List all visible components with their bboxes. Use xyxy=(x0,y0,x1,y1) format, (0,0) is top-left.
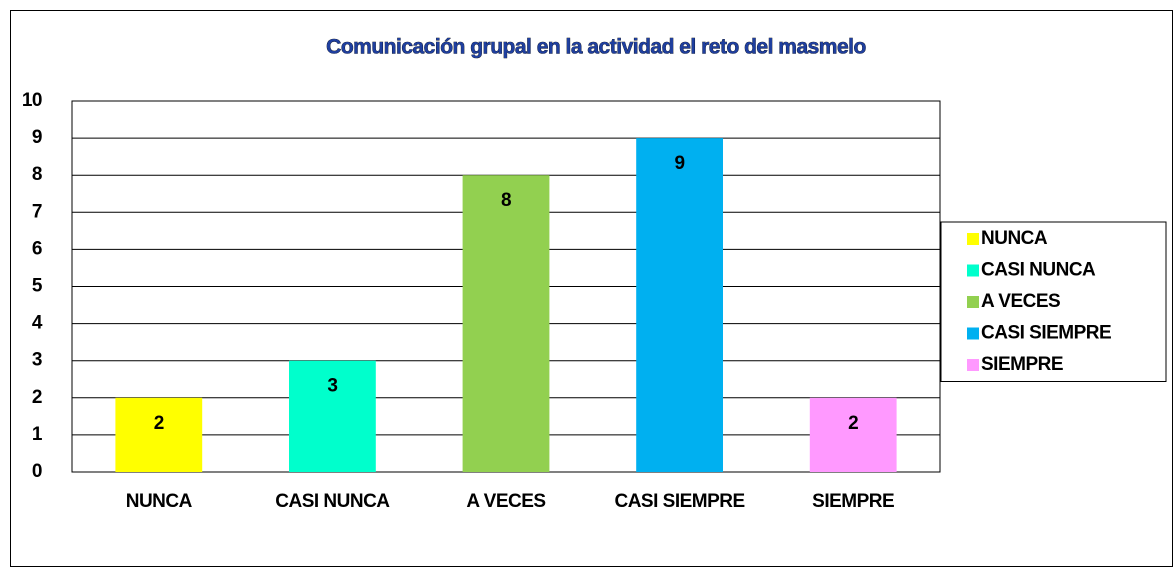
y-tick-label: 6 xyxy=(32,238,42,259)
data-label: 8 xyxy=(501,190,511,211)
y-tick-label: 5 xyxy=(32,276,43,297)
legend-label: NUNCA xyxy=(981,228,1048,249)
legend-swatch xyxy=(967,359,979,371)
bar xyxy=(115,397,203,472)
y-tick-label: 4 xyxy=(32,313,43,334)
y-tick-label: 8 xyxy=(32,164,42,185)
bar xyxy=(809,397,897,472)
y-tick-label: 9 xyxy=(32,127,42,148)
y-tick-label: 3 xyxy=(32,350,42,371)
x-tick-label: CASI NUNCA xyxy=(275,491,390,512)
y-tick-label: 0 xyxy=(32,461,42,482)
y-tick-label: 7 xyxy=(32,201,42,222)
y-tick-label: 1 xyxy=(32,424,43,445)
x-tick-label: CASI SIEMPRE xyxy=(614,491,744,512)
y-tick-label: 2 xyxy=(32,387,42,408)
legend-label: CASI NUNCA xyxy=(981,260,1096,281)
x-tick-label: NUNCA xyxy=(126,491,193,512)
x-tick-label: A VECES xyxy=(466,491,545,512)
bar xyxy=(289,360,376,472)
legend-label: CASI SIEMPRE xyxy=(981,323,1111,344)
legend-label: A VECES xyxy=(981,291,1060,312)
data-label: 2 xyxy=(154,413,164,434)
bar xyxy=(462,175,550,472)
data-label: 9 xyxy=(675,153,685,174)
legend-label: SIEMPRE xyxy=(981,354,1063,375)
y-tick-label: 10 xyxy=(22,90,42,111)
chart-title: Comunicación grupal en la actividad el r… xyxy=(326,36,866,59)
data-label: 2 xyxy=(848,413,858,434)
x-tick-label: SIEMPRE xyxy=(812,491,894,512)
data-label: 3 xyxy=(327,376,337,397)
legend-swatch xyxy=(967,264,979,277)
legend-swatch xyxy=(967,233,979,245)
legend-swatch xyxy=(967,296,979,308)
legend-swatch xyxy=(967,327,979,340)
bar xyxy=(636,138,723,472)
